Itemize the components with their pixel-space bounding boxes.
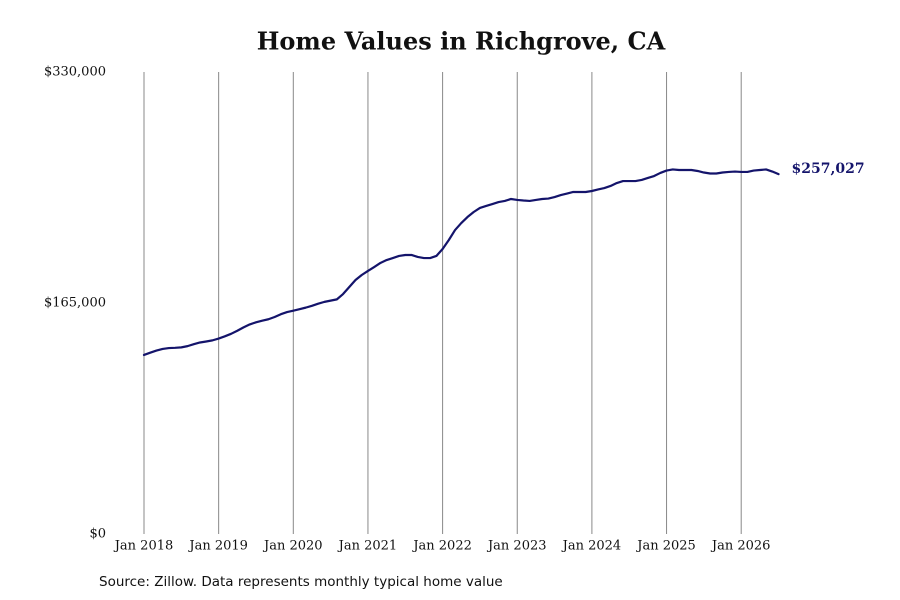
- y-tick-label: $0: [89, 527, 106, 542]
- x-tick-label: Jan 2023: [486, 539, 547, 554]
- x-tick-label: Jan 2020: [262, 539, 323, 554]
- x-tick-label: Jan 2024: [561, 539, 622, 554]
- x-tick-label: Jan 2018: [113, 539, 174, 554]
- x-tick-label: Jan 2025: [635, 539, 696, 554]
- value-label: $257,027: [792, 161, 865, 177]
- y-tick-label: $165,000: [44, 296, 106, 311]
- chart-title: Home Values in Richgrove, CA: [257, 27, 666, 56]
- source-note: Source: Zillow. Data represents monthly …: [99, 574, 503, 590]
- x-tick-label: Jan 2019: [187, 539, 248, 554]
- y-tick-label: $330,000: [44, 65, 106, 80]
- x-tick-label: Jan 2022: [411, 539, 472, 554]
- x-tick-label: Jan 2021: [337, 539, 398, 554]
- x-tick-label: Jan 2026: [710, 539, 771, 554]
- line-series: [142, 168, 780, 357]
